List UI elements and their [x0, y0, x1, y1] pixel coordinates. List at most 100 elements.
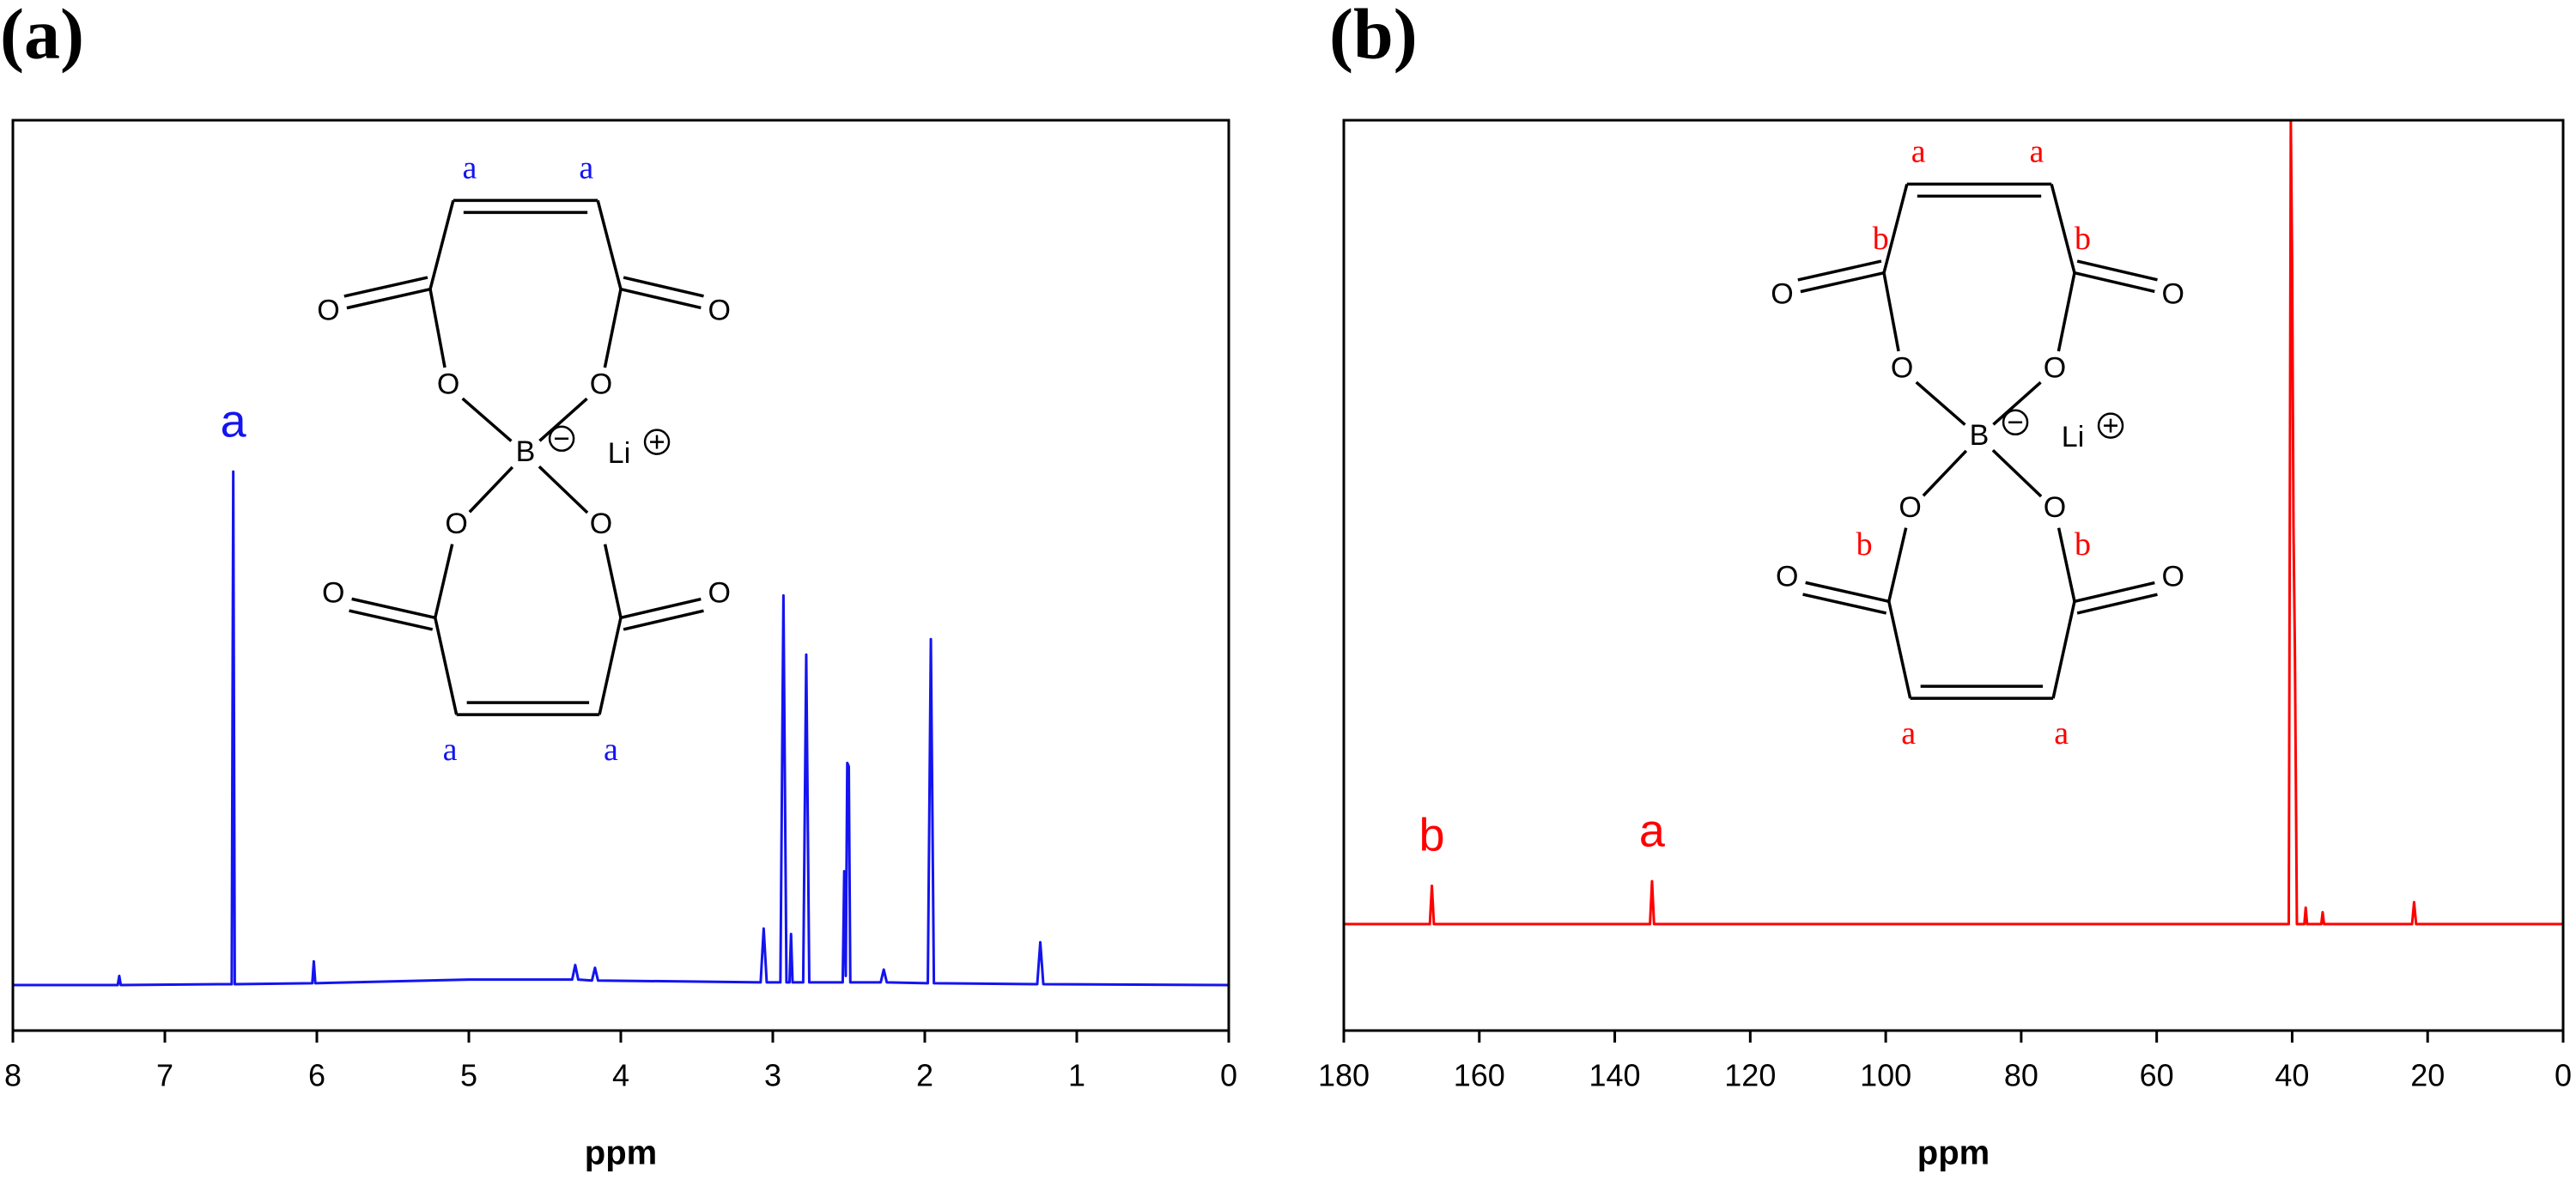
carbon-label: a	[579, 150, 593, 186]
bond	[623, 276, 704, 298]
x-tick-label: 8	[4, 1058, 21, 1093]
bond	[2076, 593, 2158, 615]
bond	[1922, 449, 1968, 497]
plot-frame	[1342, 119, 2565, 1032]
bond	[1887, 527, 1908, 602]
bond	[434, 617, 459, 715]
bond	[434, 544, 454, 618]
bond	[2057, 527, 2076, 602]
peak-label: a	[221, 395, 247, 447]
bond	[538, 397, 588, 442]
carbon-label: a	[1901, 715, 1916, 751]
x-tick-label: 0	[1220, 1058, 1237, 1093]
structure: a a O O O O B Li O O O Oa a	[317, 150, 731, 768]
atom-label: B	[516, 435, 536, 468]
x-tick-label: 2	[916, 1058, 933, 1093]
x-axis-label: ppm	[585, 1134, 657, 1172]
x-tick-label: 40	[2275, 1058, 2309, 1093]
structure: a ab bO OO OB LiO Ob bO Oa a	[1771, 134, 2184, 751]
bond	[1882, 183, 1909, 274]
bond	[596, 199, 623, 290]
carbon-label: a	[2030, 134, 2044, 170]
bond	[2074, 271, 2155, 294]
plot-frame	[11, 119, 1230, 1032]
bond	[1800, 271, 1885, 294]
bond	[620, 287, 702, 310]
bond	[603, 289, 623, 368]
carbon-label: b	[2075, 221, 2091, 257]
atom-label: O	[437, 368, 459, 401]
carbon-label: b	[2075, 526, 2091, 563]
x-tick-label: 1	[1068, 1058, 1085, 1093]
x-tick-label: 100	[1860, 1058, 1911, 1093]
bond	[603, 544, 623, 618]
carbon-label: a	[443, 732, 458, 768]
bond	[1915, 380, 1966, 426]
atom-label: O	[590, 368, 612, 401]
bond	[468, 465, 514, 514]
panel-title: (b)	[1329, 0, 1418, 74]
atom-label: O	[708, 294, 731, 326]
carbon-label: b	[1856, 526, 1873, 563]
bond	[1882, 272, 1900, 352]
atom-label: O	[2044, 491, 2066, 524]
bond	[1797, 259, 1882, 282]
atom-label: Li	[2062, 421, 2084, 453]
bond	[2057, 272, 2076, 352]
bond	[346, 287, 431, 310]
bond	[620, 597, 702, 620]
charge-circle	[643, 429, 671, 455]
x-tick-label: 160	[1454, 1058, 1505, 1093]
x-tick-label: 5	[460, 1058, 477, 1093]
bond	[1805, 581, 1890, 604]
bond	[461, 397, 513, 442]
panel-title: (a)	[0, 0, 84, 74]
bond	[623, 609, 704, 631]
atom-label: O	[317, 294, 339, 326]
atom-label: O	[2162, 561, 2184, 593]
x-tick-label: 120	[1724, 1058, 1776, 1093]
x-tick-label: 7	[156, 1058, 173, 1093]
bond	[2051, 600, 2076, 699]
atom-label: O	[2044, 352, 2066, 385]
atom-label: O	[1899, 491, 1921, 524]
atom-label: O	[322, 577, 344, 610]
atom-label: O	[1891, 352, 1913, 385]
bond	[343, 276, 428, 298]
charge-circle	[548, 425, 575, 453]
charge-circle	[2097, 412, 2124, 439]
x-tick-label: 80	[2004, 1058, 2038, 1093]
bond	[1991, 448, 2043, 498]
plot-area	[13, 470, 1229, 987]
charge-circle	[2002, 409, 2029, 436]
carbon-label: a	[604, 732, 618, 768]
x-tick-label: 4	[612, 1058, 629, 1093]
atom-label: O	[1771, 277, 1793, 310]
x-tick-label: 60	[2140, 1058, 2174, 1093]
bond	[2050, 183, 2076, 274]
x-tick-label: 0	[2555, 1058, 2572, 1093]
spectrum-line	[1344, 120, 2563, 926]
peak-label: b	[1419, 810, 1445, 861]
bond	[351, 597, 436, 620]
bond	[598, 617, 623, 715]
bond	[349, 609, 434, 631]
x-tick-label: 180	[1318, 1058, 1370, 1093]
atom-label: O	[590, 508, 612, 540]
plot-area	[1344, 120, 2563, 926]
carbon-label: b	[1873, 221, 1889, 257]
bond	[2076, 259, 2158, 282]
atom-label: B	[1970, 419, 1990, 452]
x-tick-label: 140	[1589, 1058, 1641, 1093]
atom-label: Li	[608, 437, 630, 470]
bond	[1802, 593, 1887, 615]
x-axis-label: ppm	[1917, 1134, 1990, 1172]
bond	[1887, 600, 1912, 699]
panel: (a) 8 7 6 5 4 3 2 1 0 ppm a a a O O O O B Li O O O Oa a	[0, 0, 1237, 1172]
bond	[428, 199, 455, 290]
x-tick-label: 3	[764, 1058, 781, 1093]
carbon-label: a	[1911, 134, 1926, 170]
carbon-label: a	[463, 150, 477, 186]
